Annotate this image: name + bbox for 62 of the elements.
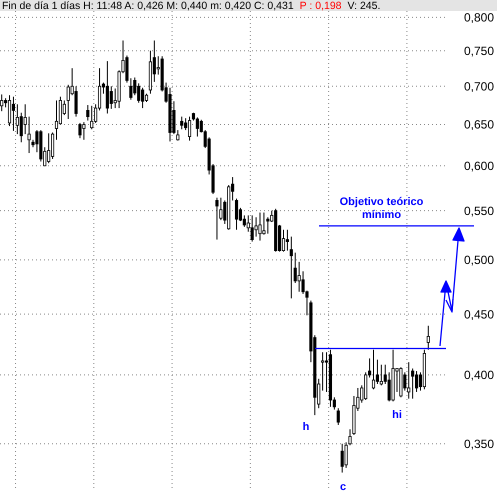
candlestick: [250, 214, 254, 242]
chart-title: Fin de día 1 días H: 11:48 A: 0,426 M: 0,440 m: 0,420 C: 0,431: [2, 0, 294, 12]
y-tick-label: 0,600: [464, 158, 494, 173]
candlestick: [12, 96, 16, 132]
candlestick: [388, 372, 391, 402]
candlestick: [258, 212, 262, 242]
candlestick: [407, 362, 410, 400]
candlestick: [336, 408, 340, 426]
y-tick-label: 0,450: [464, 307, 494, 322]
candlestick: [129, 78, 132, 100]
candlestick: [380, 364, 383, 386]
candlestick: [340, 443, 344, 474]
candlestick: [58, 96, 62, 125]
y-tick-label: 0,400: [464, 368, 494, 382]
candlestick: [266, 216, 270, 234]
candlestick: [106, 60, 109, 114]
candlestick: [110, 86, 113, 110]
annotation: hi: [392, 409, 402, 421]
candlestick: [372, 349, 376, 390]
candlestick: [234, 198, 238, 230]
candlestick: [176, 130, 180, 142]
candlestick: [90, 105, 94, 130]
ref-line-label: Objetivo teórico mínimo: [340, 196, 424, 221]
annotation: V: 245.: [348, 0, 380, 12]
candlestick: [344, 442, 348, 468]
candlestick: [180, 116, 184, 130]
y-tick-label: 0,550: [464, 204, 494, 218]
candlestick: [348, 428, 352, 446]
candlestick: [141, 87, 144, 109]
candlestick: [16, 104, 19, 135]
candlestick: [8, 94, 12, 127]
candlestick: [196, 116, 199, 138]
candlestick: [78, 122, 82, 139]
annotation: h: [302, 421, 310, 433]
y-tick-label: 0,800: [464, 10, 494, 25]
candlestick: [28, 116, 31, 154]
candlestick: [298, 261, 301, 292]
candlestick: [411, 368, 414, 400]
candlestick: [215, 197, 219, 240]
candlestick: [125, 55, 129, 84]
y-tick-label: 0,700: [464, 79, 494, 94]
y-tick-label: 0,750: [464, 44, 494, 58]
candlestick: [301, 270, 305, 294]
candlestick: [414, 370, 418, 392]
annotation: P : 0,198: [300, 0, 342, 12]
candlestick: [219, 197, 222, 221]
candlestick: [47, 132, 50, 164]
y-tick-label: 0,350: [464, 436, 494, 451]
candlestick: [376, 359, 379, 385]
candlestick: [254, 216, 258, 238]
candlestick: [0, 94, 4, 112]
candlestick: [282, 229, 286, 252]
candlestick: [74, 86, 78, 118]
candlestick: [82, 122, 86, 140]
candlestick: [262, 212, 266, 236]
candlestick: [188, 116, 192, 142]
candlestick: [54, 100, 58, 140]
y-tick-label: 0,500: [464, 253, 494, 268]
candlestick: [51, 132, 54, 160]
candlestick: [426, 325, 430, 350]
y-tick-label: 0,650: [464, 118, 494, 132]
annotation: c: [340, 481, 346, 493]
